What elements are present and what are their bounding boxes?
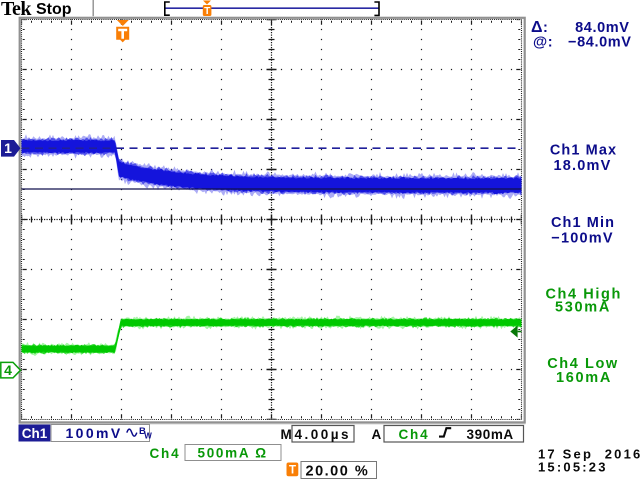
svg-text:Ch4: Ch4 — [150, 446, 181, 461]
svg-text:530mA: 530mA — [555, 300, 611, 316]
svg-text:T: T — [289, 465, 296, 477]
svg-text:Ch1 Max: Ch1 Max — [550, 142, 617, 158]
svg-text:Ch1 Min: Ch1 Min — [551, 215, 615, 231]
svg-text:Δ: Δ — [531, 19, 543, 36]
svg-text:Ch1: Ch1 — [22, 426, 48, 441]
svg-text:1: 1 — [4, 140, 12, 156]
svg-text:A: A — [372, 427, 382, 442]
svg-text:−100mV: −100mV — [551, 231, 613, 247]
svg-text:500mA Ω: 500mA Ω — [198, 446, 268, 461]
svg-text:20.00 %: 20.00 % — [306, 463, 370, 479]
svg-text:160mA: 160mA — [556, 370, 612, 386]
svg-text:Ch4 High: Ch4 High — [545, 286, 621, 302]
svg-text::: : — [543, 20, 548, 36]
svg-text:390mA: 390mA — [467, 427, 514, 442]
svg-text:4: 4 — [4, 362, 12, 378]
svg-text:Stop: Stop — [36, 1, 72, 18]
svg-text:W: W — [144, 432, 152, 441]
svg-text:18.0mV: 18.0mV — [554, 158, 612, 174]
svg-text:84.0mV: 84.0mV — [575, 20, 629, 36]
svg-text:Tek: Tek — [1, 0, 32, 20]
svg-text:Ch4: Ch4 — [399, 427, 430, 442]
svg-text:B: B — [139, 426, 146, 437]
svg-text:−84.0mV: −84.0mV — [568, 35, 631, 51]
svg-text:100mV: 100mV — [66, 425, 123, 441]
svg-text:4.00µs: 4.00µs — [295, 427, 352, 442]
svg-text:M: M — [281, 427, 292, 442]
svg-text:Ch4 Low: Ch4 Low — [547, 356, 619, 372]
svg-text:T: T — [204, 6, 210, 17]
svg-text:17 Sep 2016: 17 Sep 2016 — [538, 446, 640, 461]
svg-text:@:: @: — [533, 35, 553, 51]
svg-text:15:05:23: 15:05:23 — [538, 459, 608, 474]
